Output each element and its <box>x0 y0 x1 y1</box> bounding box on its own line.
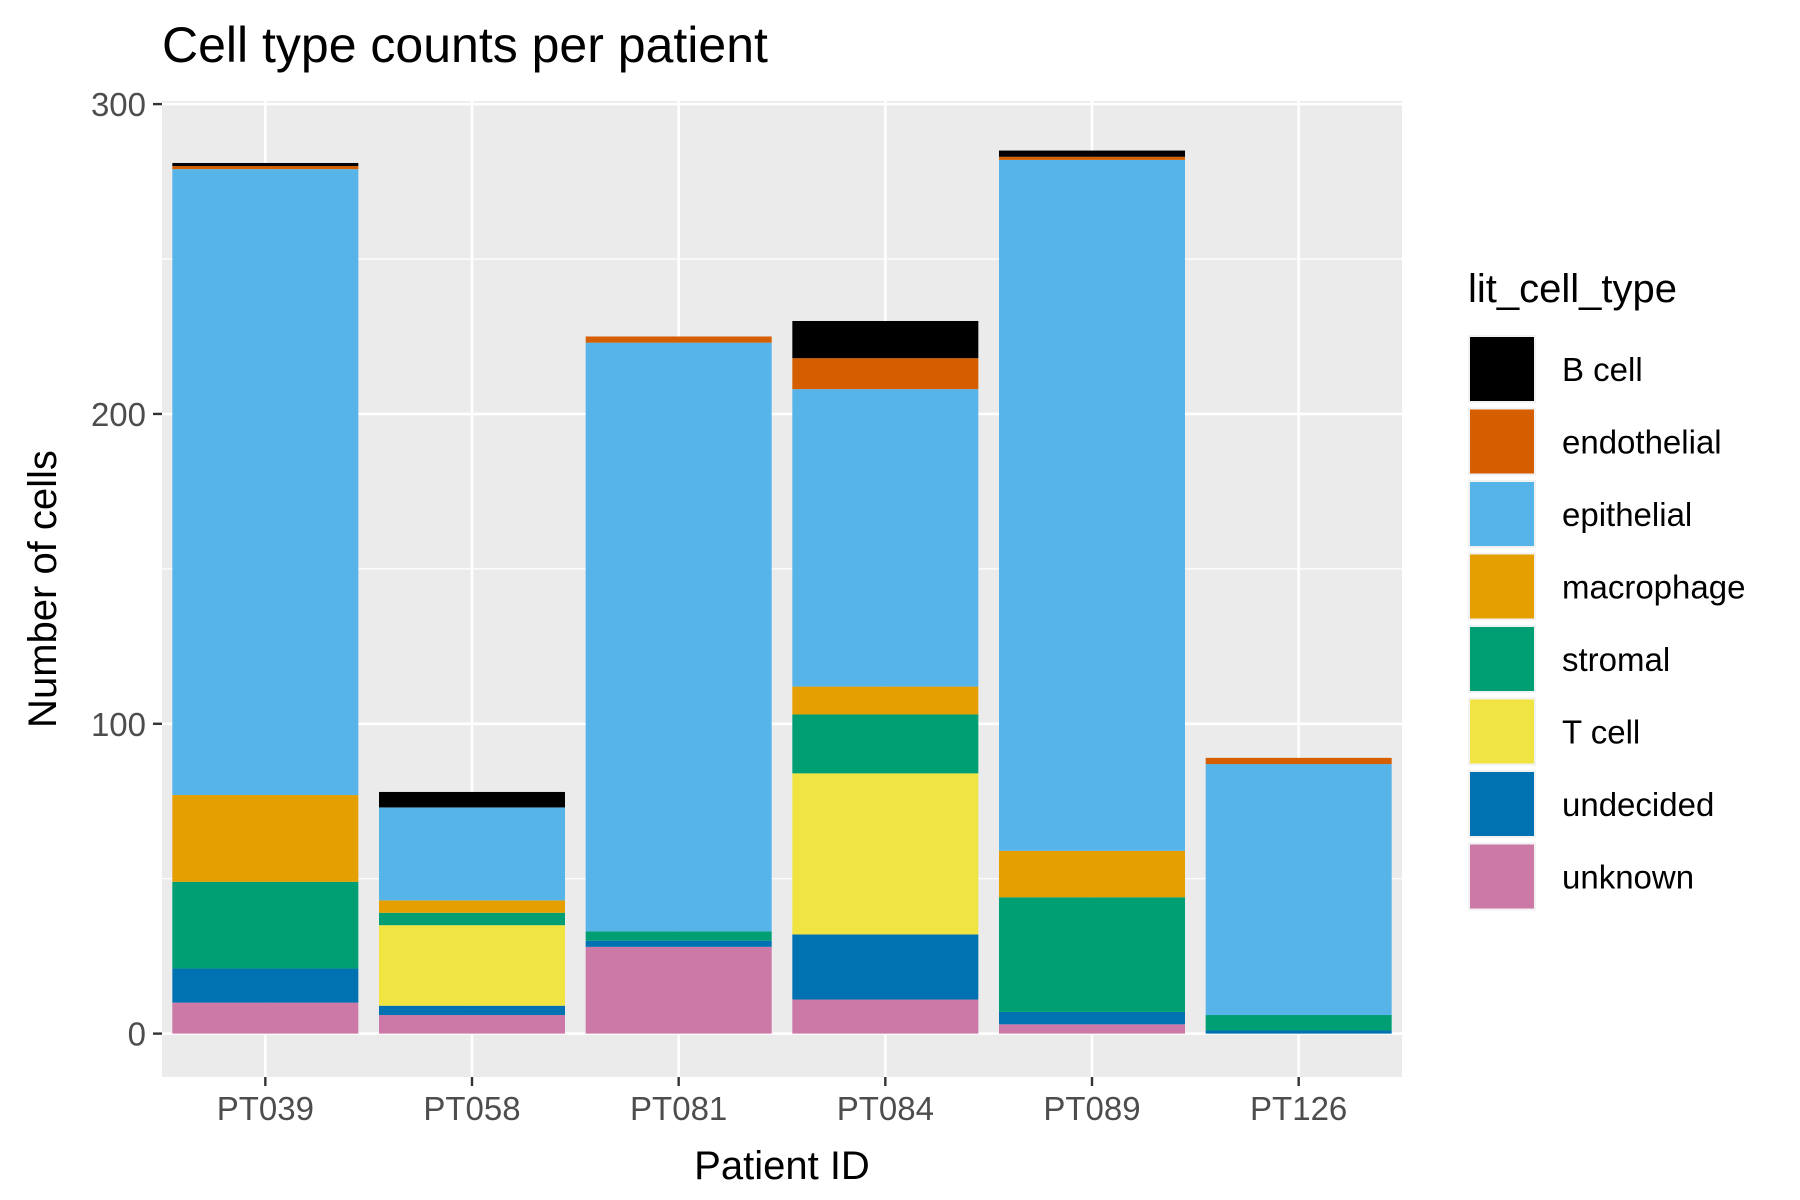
bar-segment <box>585 931 772 941</box>
legend-label: stromal <box>1562 641 1670 678</box>
bar-segment <box>792 714 979 774</box>
legend-swatch <box>1470 337 1534 401</box>
bar-segment <box>172 795 359 882</box>
bar-segment <box>999 150 1185 157</box>
bar-segment <box>999 159 1185 851</box>
legend-swatch <box>1470 844 1534 909</box>
legend-swatch <box>1470 627 1534 691</box>
x-tick-label: PT039 <box>217 1090 314 1127</box>
bar-segment <box>379 1005 565 1016</box>
bar-segment <box>172 166 359 170</box>
legend-label: endothelial <box>1562 424 1722 461</box>
legend-swatch <box>1470 554 1534 619</box>
legend: lit_cell_type B cell endothelial epithelia… <box>1468 267 1745 911</box>
y-axis: 0 100 200 300 <box>91 86 162 1053</box>
bar-segment <box>999 1024 1185 1034</box>
y-tick-label: 200 <box>91 396 146 433</box>
bar-segment <box>379 912 565 926</box>
y-axis-title: Number of cells <box>21 450 65 728</box>
bar-segment <box>792 358 979 390</box>
legend-swatch <box>1470 699 1534 764</box>
bar-segment <box>379 807 565 901</box>
bar-segment <box>379 900 565 913</box>
legend-swatch <box>1470 409 1534 474</box>
y-tick-label: 0 <box>128 1016 146 1053</box>
legend-swatch <box>1470 482 1534 546</box>
bar-segment <box>792 934 979 1000</box>
plot-panel <box>162 101 1402 1077</box>
bar-segment <box>172 162 359 167</box>
bar-segment <box>585 342 772 932</box>
bar-segment <box>792 389 979 687</box>
legend-swatch <box>1470 772 1534 836</box>
bar-segment <box>1205 764 1392 1016</box>
bar-segment <box>172 169 359 796</box>
bar-segment <box>792 320 979 359</box>
legend-label: epithelial <box>1562 496 1692 533</box>
legend-label: macrophage <box>1562 569 1745 606</box>
bar-segment <box>999 156 1185 160</box>
x-tick-label: PT084 <box>837 1090 934 1127</box>
bar-segment <box>172 881 359 969</box>
y-tick-label: 100 <box>91 706 146 743</box>
x-axis-title: Patient ID <box>694 1144 870 1188</box>
x-tick-label: PT126 <box>1250 1090 1347 1127</box>
x-tick-label: PT081 <box>630 1090 727 1127</box>
bar-segment <box>379 1015 565 1034</box>
chart-title: Cell type counts per patient <box>162 17 768 73</box>
bar-segment <box>379 925 565 1006</box>
bar-segment <box>792 686 979 715</box>
bar-segment <box>792 999 979 1034</box>
bar-segment <box>999 897 1185 1012</box>
bar-segment <box>172 1002 359 1034</box>
legend-title: lit_cell_type <box>1468 267 1677 311</box>
legend-label: T cell <box>1562 714 1640 751</box>
bar-segment <box>792 773 979 935</box>
y-tick-label: 300 <box>91 86 146 123</box>
x-tick-label: PT089 <box>1043 1090 1140 1127</box>
legend-label: undecided <box>1562 786 1714 823</box>
bar-segment <box>1205 1030 1392 1034</box>
bar-segment <box>585 940 772 947</box>
bar-segment <box>585 336 772 343</box>
legend-label: unknown <box>1562 859 1694 896</box>
legend-label: B cell <box>1562 351 1643 388</box>
x-tick-label: PT058 <box>423 1090 520 1127</box>
bar-segment <box>172 968 359 1003</box>
bar-segment <box>585 946 772 1034</box>
bar-segment <box>1205 757 1392 765</box>
bar-segment <box>999 850 1185 898</box>
bars <box>172 150 1392 1034</box>
bar-segment <box>379 791 565 808</box>
bar-segment <box>999 1011 1185 1025</box>
x-axis: PT039 PT058 PT081 PT084 PT089 PT126 <box>217 1077 1347 1127</box>
bar-segment <box>1205 1015 1392 1031</box>
